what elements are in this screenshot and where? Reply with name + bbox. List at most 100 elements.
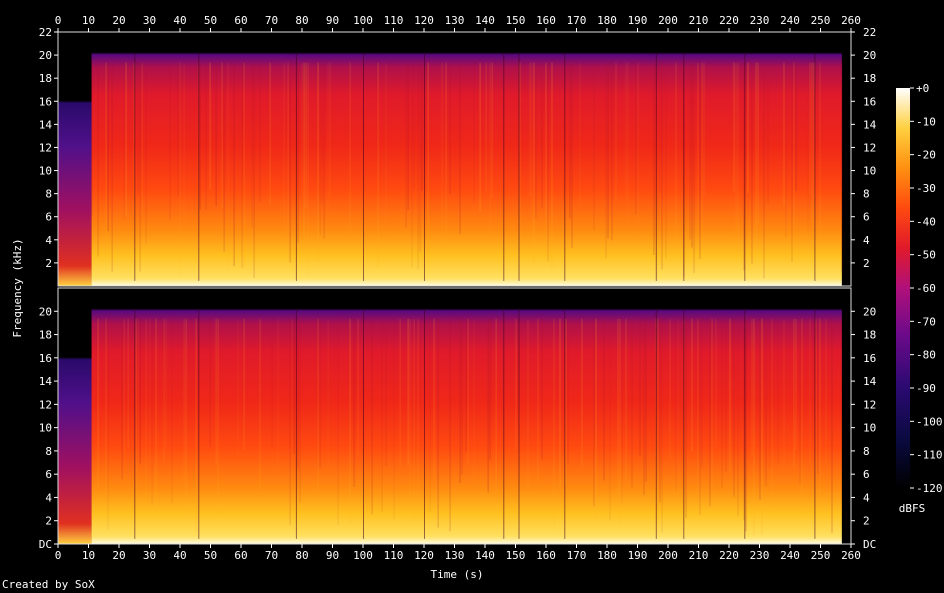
y-tick-label: 4 xyxy=(45,234,52,247)
colorbar-scale xyxy=(896,88,910,488)
y-tick-label: 10 xyxy=(863,422,876,435)
transient-line xyxy=(424,52,425,281)
x-tick-label: 160 xyxy=(536,14,556,27)
x-tick-label: 40 xyxy=(173,549,186,562)
transient-line xyxy=(814,52,816,281)
x-tick-label: 200 xyxy=(658,549,678,562)
y-tick-label: 6 xyxy=(863,211,870,224)
transient-line xyxy=(134,308,136,539)
colorbar-tick-label: -90 xyxy=(916,382,936,395)
x-tick-label: 50 xyxy=(204,14,217,27)
transient-line xyxy=(424,308,425,539)
y-tick-label: 14 xyxy=(863,118,877,131)
colorbar-tick-label: -20 xyxy=(916,149,936,162)
transient-line xyxy=(198,308,200,539)
x-tick-label: 180 xyxy=(597,14,617,27)
colorbar-tick-label: -120 xyxy=(916,482,943,495)
x-tick-label: 0 xyxy=(55,549,62,562)
transient-line xyxy=(503,52,505,281)
y-tick-label: 4 xyxy=(45,491,52,504)
colorbar-tick-label: -60 xyxy=(916,282,936,295)
y-tick-label: 18 xyxy=(863,72,876,85)
spectral-texture xyxy=(91,52,843,281)
y-tick-label: 18 xyxy=(863,329,876,342)
y-tick-label: 2 xyxy=(45,515,52,528)
y-tick-label: 16 xyxy=(39,352,52,365)
x-tick-label: 250 xyxy=(811,549,831,562)
transient-line xyxy=(295,308,297,539)
x-tick-label: 110 xyxy=(384,14,404,27)
colorbar: +0 -10 -20 -30 -40 -50 -60 -70 -80 -90 -100 -110 -12… xyxy=(896,82,943,515)
x-tick-label: 260 xyxy=(841,14,861,27)
x-tick-label: 140 xyxy=(475,549,495,562)
colorbar-tick-label: -50 xyxy=(916,249,936,262)
music-region xyxy=(91,32,842,286)
x-tick-label: 210 xyxy=(689,549,709,562)
transient-line xyxy=(683,52,685,281)
y-tick-label: 6 xyxy=(863,468,870,481)
x-tick-label: 170 xyxy=(567,14,587,27)
y-tick-label: 2 xyxy=(863,257,870,270)
y-tick-label: DC xyxy=(863,538,876,551)
y-tick-label: 10 xyxy=(863,165,876,178)
x-tick-label: 190 xyxy=(628,549,648,562)
transient-line xyxy=(198,52,200,281)
x-tick-label: 220 xyxy=(719,14,739,27)
transient-line xyxy=(363,308,364,539)
y-tick-label: 8 xyxy=(45,445,52,458)
y-tick-label: 12 xyxy=(39,398,52,411)
x-tick-label: 220 xyxy=(719,549,739,562)
x-tick-label: 110 xyxy=(384,549,404,562)
colorbar-tick-label: -100 xyxy=(916,415,943,428)
transient-line xyxy=(363,52,364,281)
intro-region xyxy=(58,288,92,544)
y-tick-label: DC xyxy=(39,538,52,551)
x-tick-label: 130 xyxy=(445,14,465,27)
x-tick-label: 160 xyxy=(536,549,556,562)
y-tick-label: 4 xyxy=(863,491,870,504)
x-tick-label: 20 xyxy=(112,14,125,27)
x-tick-label: 90 xyxy=(326,549,339,562)
colorbar-tick-label: -10 xyxy=(916,115,936,128)
x-tick-label: 60 xyxy=(234,14,247,27)
transient-line xyxy=(744,308,746,539)
transient-line xyxy=(744,52,746,281)
y-tick-label: 12 xyxy=(39,141,52,154)
y-tick-label: 12 xyxy=(863,141,876,154)
transient-line xyxy=(295,52,297,281)
transient-line xyxy=(134,52,136,281)
colorbar-tick-label: -110 xyxy=(916,449,943,462)
x-tick-label: 250 xyxy=(811,14,831,27)
x-tick-label: 130 xyxy=(445,549,465,562)
x-tick-label: 100 xyxy=(353,549,373,562)
y-axis-label: Frequency (kHz) xyxy=(11,238,24,337)
x-tick-label: 40 xyxy=(173,14,186,27)
transient-line xyxy=(655,52,657,281)
y-tick-label: 12 xyxy=(863,398,876,411)
channel-1-spectrogram xyxy=(57,31,852,287)
y-tick-label: 18 xyxy=(39,329,52,342)
y-tick-label: 14 xyxy=(863,375,877,388)
x-tick-label: 30 xyxy=(143,14,156,27)
y-tick-label: 8 xyxy=(863,445,870,458)
x-axis-label: Time (s) xyxy=(431,568,484,581)
x-tick-label: 70 xyxy=(265,14,278,27)
x-tick-label: 150 xyxy=(506,14,526,27)
transient-line xyxy=(518,308,520,539)
x-tick-label: 70 xyxy=(265,549,278,562)
y-tick-label: 10 xyxy=(39,165,52,178)
x-tick-label: 230 xyxy=(750,549,770,562)
y-tick-label: 14 xyxy=(39,375,53,388)
y-tick-label: 22 xyxy=(863,26,876,39)
transient-line xyxy=(564,308,566,539)
y-tick-label: 16 xyxy=(863,352,876,365)
x-tick-label: 60 xyxy=(234,549,247,562)
intro-region xyxy=(58,32,92,286)
transient-line xyxy=(683,308,685,539)
colorbar-tick-label: -70 xyxy=(916,315,936,328)
x-tick-label: 210 xyxy=(689,14,709,27)
colorbar-tick-label: -30 xyxy=(916,182,936,195)
x-tick-label: 240 xyxy=(780,549,800,562)
x-tick-label: 180 xyxy=(597,549,617,562)
